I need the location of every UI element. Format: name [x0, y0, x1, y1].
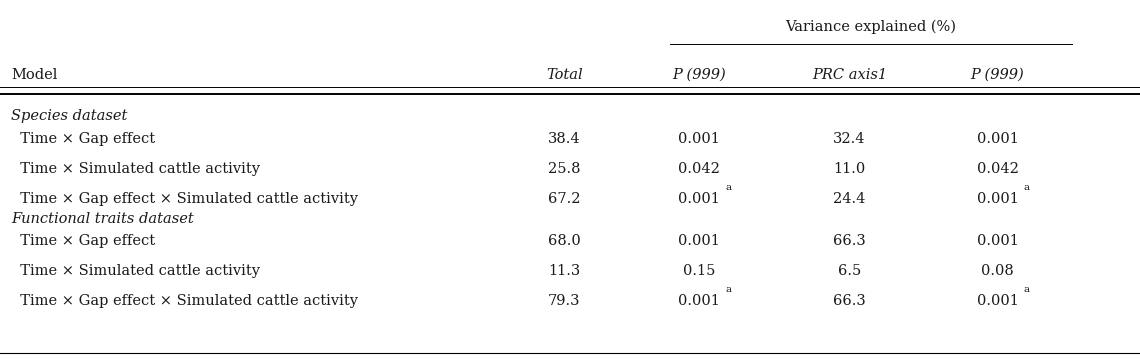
Text: 24.4: 24.4 — [833, 191, 865, 206]
Text: Time × Simulated cattle activity: Time × Simulated cattle activity — [11, 162, 260, 176]
Text: Time × Gap effect × Simulated cattle activity: Time × Gap effect × Simulated cattle act… — [11, 191, 358, 206]
Text: 0.001: 0.001 — [977, 191, 1018, 206]
Text: Total: Total — [546, 68, 583, 82]
Text: 0.001: 0.001 — [678, 132, 719, 146]
Text: 11.3: 11.3 — [548, 264, 580, 278]
Text: 66.3: 66.3 — [833, 294, 865, 308]
Text: 0.001: 0.001 — [977, 294, 1018, 308]
Text: Model: Model — [11, 68, 58, 82]
Text: 66.3: 66.3 — [833, 234, 865, 248]
Text: a: a — [1024, 183, 1029, 192]
Text: 6.5: 6.5 — [838, 264, 861, 278]
Text: PRC axis1: PRC axis1 — [812, 68, 887, 82]
Text: 0.001: 0.001 — [977, 234, 1018, 248]
Text: Functional traits dataset: Functional traits dataset — [11, 211, 194, 226]
Text: P (999): P (999) — [671, 68, 726, 82]
Text: 0.08: 0.08 — [982, 264, 1013, 278]
Text: 0.042: 0.042 — [977, 162, 1018, 176]
Text: Time × Simulated cattle activity: Time × Simulated cattle activity — [11, 264, 260, 278]
Text: a: a — [725, 183, 731, 192]
Text: 0.15: 0.15 — [683, 264, 715, 278]
Text: a: a — [1024, 285, 1029, 294]
Text: Variance explained (%): Variance explained (%) — [785, 20, 956, 35]
Text: 0.001: 0.001 — [977, 132, 1018, 146]
Text: 0.042: 0.042 — [678, 162, 719, 176]
Text: 32.4: 32.4 — [833, 132, 865, 146]
Text: 79.3: 79.3 — [548, 294, 580, 308]
Text: 68.0: 68.0 — [548, 234, 580, 248]
Text: 0.001: 0.001 — [678, 234, 719, 248]
Text: 25.8: 25.8 — [548, 162, 580, 176]
Text: 0.001: 0.001 — [678, 294, 719, 308]
Text: 0.001: 0.001 — [678, 191, 719, 206]
Text: Time × Gap effect × Simulated cattle activity: Time × Gap effect × Simulated cattle act… — [11, 294, 358, 308]
Text: 11.0: 11.0 — [833, 162, 865, 176]
Text: Time × Gap effect: Time × Gap effect — [11, 132, 155, 146]
Text: P (999): P (999) — [970, 68, 1025, 82]
Text: 67.2: 67.2 — [548, 191, 580, 206]
Text: 38.4: 38.4 — [548, 132, 580, 146]
Text: Species dataset: Species dataset — [11, 110, 128, 123]
Text: a: a — [725, 285, 731, 294]
Text: Time × Gap effect: Time × Gap effect — [11, 234, 155, 248]
